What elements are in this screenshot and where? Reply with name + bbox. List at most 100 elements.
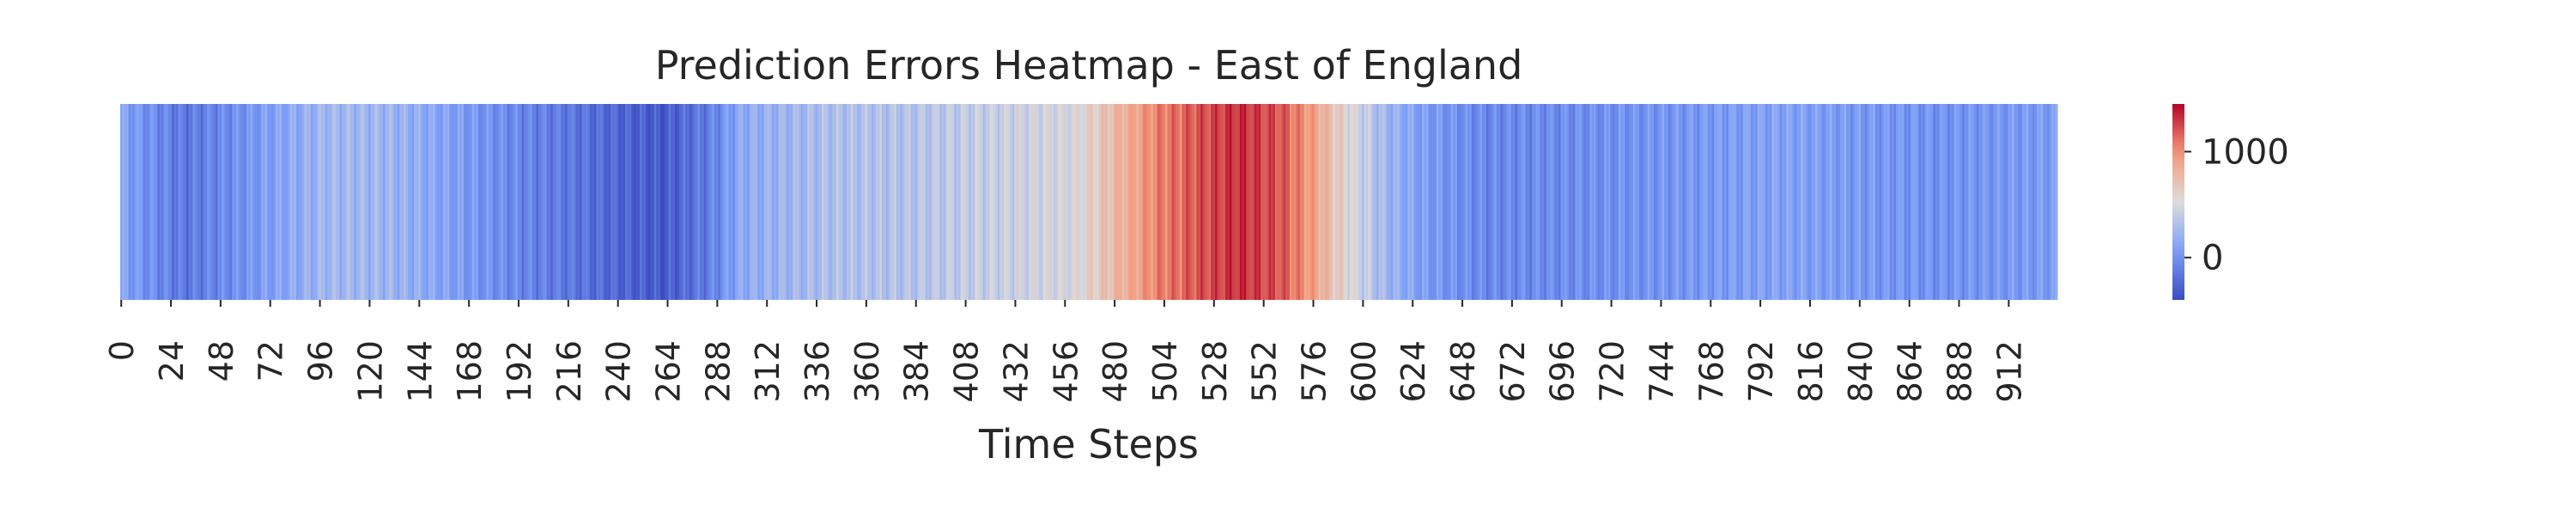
heatmap-cell [143,104,146,300]
heatmap-cell [358,104,361,300]
heatmap-cell [411,104,415,300]
heatmap-cell [341,104,344,300]
heatmap-cell [1413,104,1417,300]
heatmap-cell [975,104,978,300]
heatmap-cell [1134,104,1138,300]
heatmap-cell [787,104,790,300]
heatmap-cell [1629,104,1632,300]
heatmap-cell [666,104,670,300]
heatmap-cell [1616,104,1619,300]
heatmap-cell [204,104,208,300]
heatmap-cell [486,104,489,300]
heatmap-cell [484,104,488,300]
heatmap-cell [1378,104,1382,300]
heatmap-cell [401,104,404,300]
heatmap-cell [1163,104,1166,300]
heatmap-cell [1657,104,1661,300]
heatmap-cell [623,104,626,300]
heatmap-cell [1978,104,1982,300]
heatmap-cell [1943,104,1947,300]
heatmap-cell [1535,104,1539,300]
heatmap-cell [1186,104,1189,300]
heatmap-cell [768,104,771,300]
heatmap-cell [677,104,680,300]
heatmap-cell [927,104,931,300]
heatmap-cell [660,104,664,300]
heatmap-cell [550,104,554,300]
heatmap-cell [1293,104,1297,300]
heatmap-cell [1049,104,1053,300]
heatmap-cell [1792,104,1795,300]
heatmap-cell [477,104,481,300]
heatmap-cell [734,104,738,300]
heatmap-cell [1111,104,1115,300]
heatmap-cell [1243,104,1247,300]
heatmap-cell [1095,104,1098,300]
heatmap-cell [1467,104,1471,300]
heatmap-cell [1736,104,1740,300]
heatmap-cell [1080,104,1084,300]
heatmap-cell [335,104,338,300]
heatmap-cell [1850,104,1853,300]
heatmap-cell [1478,104,1481,300]
heatmap-cell [1473,104,1477,300]
heatmap-cell [1349,104,1352,300]
heatmap-cell [1297,104,1301,300]
heatmap-cell [1641,104,1644,300]
heatmap-cell [1461,104,1464,300]
heatmap-cell [1020,104,1024,300]
heatmap-cell [596,104,599,300]
heatmap-cell [1479,104,1483,300]
heatmap-cell [1995,104,1998,300]
heatmap-cell [1382,104,1386,300]
heatmap-cell [647,104,651,300]
heatmap-cell [1521,104,1524,300]
heatmap-cell [1595,104,1599,300]
heatmap-cell [586,104,589,300]
heatmap-cell [914,104,918,300]
heatmap-cell [1685,104,1688,300]
heatmap-cell [169,104,173,300]
heatmap-cell [1688,104,1692,300]
heatmap-cell [1256,104,1260,300]
heatmap-cell [718,104,721,300]
heatmap-cell [1566,104,1570,300]
heatmap-cell [1984,104,1988,300]
heatmap-cell [1581,104,1584,300]
heatmap-cell [797,104,800,300]
heatmap-cell [2003,104,2007,300]
heatmap-cell [2036,104,2039,300]
heatmap-cell [1722,104,1725,300]
heatmap-cell [1972,104,1976,300]
x-tick-label: 888 [1941,340,1979,403]
heatmap-cell [534,104,538,300]
heatmap-cell [1390,104,1394,300]
heatmap-cell [257,104,260,300]
heatmap-cell [1115,104,1119,300]
heatmap-cell [652,104,655,300]
heatmap-cell [167,104,171,300]
heatmap-cell [1691,104,1694,300]
heatmap-cell [310,104,313,300]
heatmap-cell [782,104,786,300]
heatmap-cell [1730,104,1734,300]
heatmap-cell [1231,104,1235,300]
heatmap-cell [1237,104,1241,300]
heatmap-cell [1801,104,1804,300]
heatmap-cell [703,104,707,300]
heatmap-cell [1802,104,1806,300]
heatmap-cell [811,104,815,300]
heatmap-cell [1444,104,1448,300]
heatmap-cell [451,104,454,300]
heatmap-cell [186,104,190,300]
heatmap-cell [1571,104,1574,300]
heatmap-cell [1908,104,1911,300]
heatmap-cell [1054,104,1057,300]
heatmap-cell [2015,104,2019,300]
heatmap-cell [1355,104,1358,300]
heatmap-cell [1364,104,1367,300]
heatmap-cell [1418,104,1421,300]
heatmap-cell [933,104,937,300]
heatmap-cell [869,104,872,300]
heatmap-cell [944,104,947,300]
